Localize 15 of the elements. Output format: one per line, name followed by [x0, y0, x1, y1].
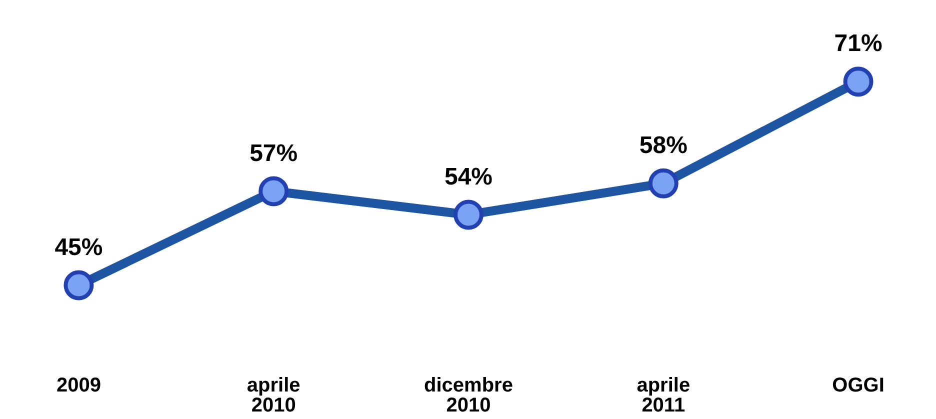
point: [64, 270, 94, 300]
x-tick-label: aprile 2011: [636, 374, 690, 416]
point: [454, 200, 484, 230]
data-label: 45%: [54, 234, 103, 261]
point: [258, 176, 289, 206]
x-tick-label: aprile 2010: [246, 374, 300, 416]
x-tick-label: OGGI: [832, 374, 884, 396]
x-tick-label: 2009: [56, 374, 101, 396]
data-label: 54%: [444, 163, 493, 190]
x-tick-label: dicembre 2010: [424, 374, 513, 416]
data-label: 71%: [834, 30, 882, 58]
point: [648, 168, 678, 198]
point: [843, 66, 874, 97]
data-label: 57%: [250, 140, 298, 167]
data-label: 58%: [639, 132, 688, 159]
